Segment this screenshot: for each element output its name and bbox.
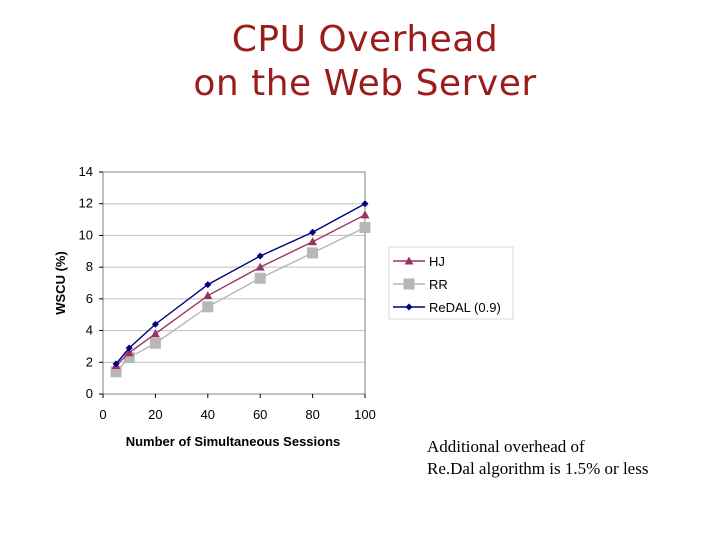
y-tick-label-12: 12 (79, 196, 93, 211)
plot-area-border (102, 171, 366, 395)
series-point-redal-0-9-0 (112, 360, 120, 368)
overhead-note-line-1: Additional overhead of (427, 437, 585, 456)
series-point-rr-5 (307, 247, 319, 259)
y-tick-label-8: 8 (86, 259, 93, 274)
legend-marker-redal-0-9 (405, 303, 413, 311)
series-point-redal-0-9-5 (309, 228, 317, 236)
series-point-redal-0-9-4 (256, 252, 264, 260)
legend-label-rr: RR (429, 277, 448, 292)
x-tick-label-60: 60 (253, 407, 267, 422)
slide-title-line-2: on the Web Server (193, 63, 537, 104)
y-tick-label-6: 6 (86, 291, 93, 306)
x-tick-label-0: 0 (99, 407, 106, 422)
legend-marker-rr (403, 278, 415, 290)
legend-label-redal-0-9: ReDAL (0.9) (429, 300, 501, 315)
series-line-rr (115, 226, 366, 373)
series-point-hj-4 (255, 262, 265, 271)
y-tick-label-4: 4 (86, 323, 93, 338)
x-tick-label-40: 40 (201, 407, 215, 422)
series-point-hj-6 (360, 210, 370, 219)
series-point-rr-2 (149, 337, 161, 349)
series-point-redal-0-9-6 (361, 200, 369, 208)
y-tick-label-14: 14 (79, 164, 93, 179)
overhead-note-line-2: Re.Dal algorithm is 1.5% or less (427, 459, 649, 478)
series-point-redal-0-9-2 (151, 320, 159, 328)
series-point-rr-1 (123, 352, 135, 364)
overhead-note: Additional overhead of Re.Dal algorithm … (427, 436, 648, 480)
x-tick-label-20: 20 (148, 407, 162, 422)
series-point-rr-0 (110, 366, 122, 378)
series-point-hj-1 (124, 348, 134, 357)
series-point-hj-5 (308, 237, 318, 246)
series-point-rr-3 (202, 301, 214, 313)
slide-title-line-1: CPU Overhead (231, 19, 499, 60)
series-point-redal-0-9-1 (125, 344, 133, 352)
series-point-hj-2 (150, 329, 160, 338)
x-tick-label-80: 80 (305, 407, 319, 422)
y-tick-label-10: 10 (79, 227, 93, 242)
series-point-rr-6 (359, 222, 371, 233)
y-tick-label-0: 0 (86, 386, 93, 401)
x-tick-label-100: 100 (354, 407, 376, 422)
y-axis-label: WSCU (%) (53, 251, 68, 315)
y-tick-label-2: 2 (86, 354, 93, 369)
series-point-redal-0-9-3 (204, 281, 212, 289)
slide-title: CPU Overhead on the Web Server (0, 18, 720, 106)
series-point-rr-4 (254, 272, 266, 284)
legend-label-hj: HJ (429, 254, 445, 269)
series-point-hj-3 (203, 291, 213, 300)
legend-marker-hj (404, 256, 414, 265)
x-axis-label: Number of Simultaneous Sessions (126, 434, 341, 449)
